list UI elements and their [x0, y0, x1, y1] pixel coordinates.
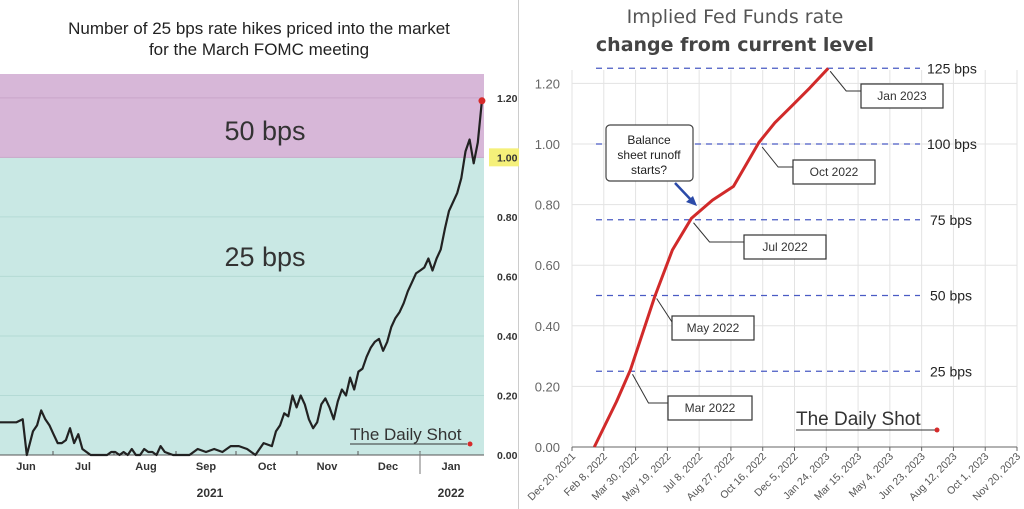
band-label-50bps: 50 bps	[224, 116, 305, 146]
xtick-label: Oct	[258, 461, 277, 473]
year-label-2021: 2021	[197, 486, 224, 500]
ytick-label: 0.60	[497, 271, 518, 283]
ytick-label: 0.00	[497, 450, 518, 462]
year-label-2022: 2022	[438, 486, 465, 500]
series-line-rate-hikes	[0, 100, 483, 457]
xtick-label: Dec	[378, 461, 398, 473]
xtick-label: Jul	[75, 461, 91, 473]
left-chart-title-line-2: for the March FOMC meeting	[148, 40, 370, 59]
watermark-text: The Daily Shot	[350, 425, 462, 444]
band-25bps	[0, 157, 484, 455]
ytick-label: 1.00	[497, 152, 518, 164]
xtick-label: Aug	[135, 461, 156, 473]
watermark-left: The Daily Shot	[350, 425, 473, 447]
series-end-marker	[478, 97, 486, 105]
left-chart: 50 bps 25 bps 0.00 0.20 0.40 0.60 0.80 1.00 1.…	[0, 74, 519, 500]
left-chart-title-line-1: Number of 25 bps rate hikes priced into …	[68, 19, 450, 38]
xtick-label: Nov	[317, 461, 339, 473]
xtick-label: Jan	[442, 461, 461, 473]
right-chart-panel	[520, 0, 1024, 509]
band-50bps	[0, 74, 484, 158]
right-chart-subtitle: change from current level	[595, 34, 875, 56]
xtick-label: Jun	[16, 461, 36, 473]
ytick-label: 0.40	[497, 331, 518, 343]
ytick-highlight	[489, 148, 519, 167]
right-chart-title: Implied Fed Funds rate	[626, 6, 844, 28]
xtick-label: Sep	[196, 461, 216, 473]
ytick-label: 1.20	[497, 93, 518, 105]
ytick-label: 0.20	[497, 390, 518, 402]
ytick-label: 0.80	[497, 212, 518, 224]
band-label-25bps: 25 bps	[224, 242, 305, 272]
